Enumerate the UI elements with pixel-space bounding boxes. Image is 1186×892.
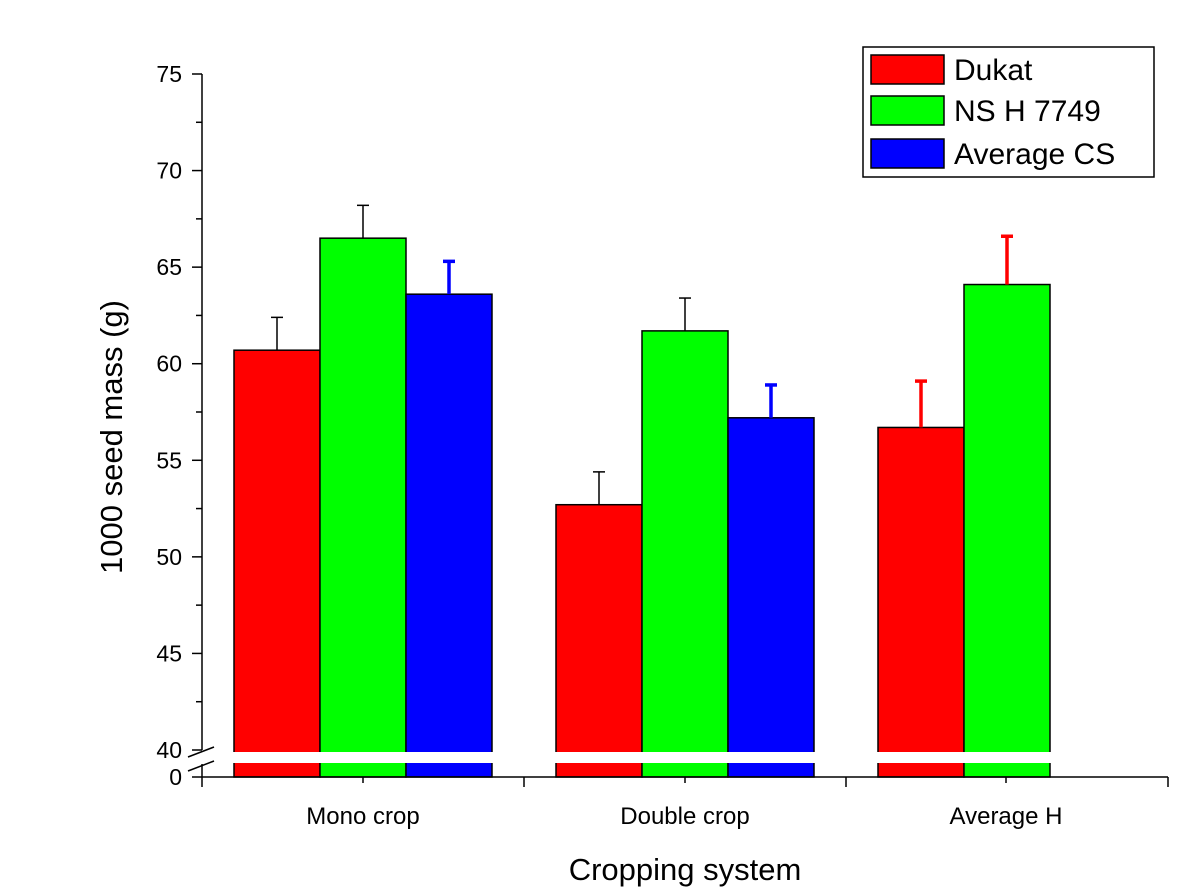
bars-layer [233, 204, 1051, 778]
bar-0-2 [877, 426, 965, 778]
legend-label-nsh7749: NS H 7749 [954, 95, 1101, 128]
bar-1-2 [963, 283, 1051, 778]
axis-break-strip [195, 752, 1155, 763]
y-tick-label: 0 [169, 764, 182, 790]
legend-swatch-dukat [870, 54, 945, 85]
bar-1-1 [641, 330, 729, 778]
legend-swatch-average-cs [870, 138, 945, 169]
legend-label-average-cs: Average CS [954, 138, 1115, 171]
bar-2-0 [405, 293, 493, 778]
bar-1-0 [319, 237, 407, 778]
axis-break-mark-lower [187, 760, 215, 772]
tick-labels: 040 45 50 55 60 65 70 75 Mono crop Double crop Ave… [156, 61, 1062, 830]
y-tick-label: 50 [156, 544, 182, 570]
y-axis-title: 1000 seed mass (g) [94, 300, 129, 574]
x-tick-label: Mono crop [306, 803, 419, 830]
x-tick-label: Average H [950, 803, 1063, 830]
x-axis-title: Cropping system [569, 852, 802, 887]
legend: Dukat NS H 7749 Average CS [862, 46, 1155, 178]
axis-break-band [195, 752, 1155, 763]
y-tick-label: 65 [156, 254, 182, 280]
bar-2-1 [727, 417, 815, 778]
y-tick-label: 75 [156, 61, 182, 87]
y-tick-label: 60 [156, 351, 182, 377]
bar-0-0 [233, 349, 321, 778]
x-tick-label: Double crop [620, 803, 749, 830]
legend-swatch-nsh7749 [870, 95, 945, 126]
legend-label-dukat: Dukat [954, 54, 1033, 87]
y-tick-label: 45 [156, 640, 182, 666]
axis-break-mark-upper [187, 746, 215, 758]
y-tick-label: 40 [156, 737, 182, 763]
bar-0-1 [555, 503, 643, 778]
y-tick-label: 70 [156, 158, 182, 184]
y-tick-label: 55 [156, 447, 182, 473]
axes [187, 73, 1169, 787]
